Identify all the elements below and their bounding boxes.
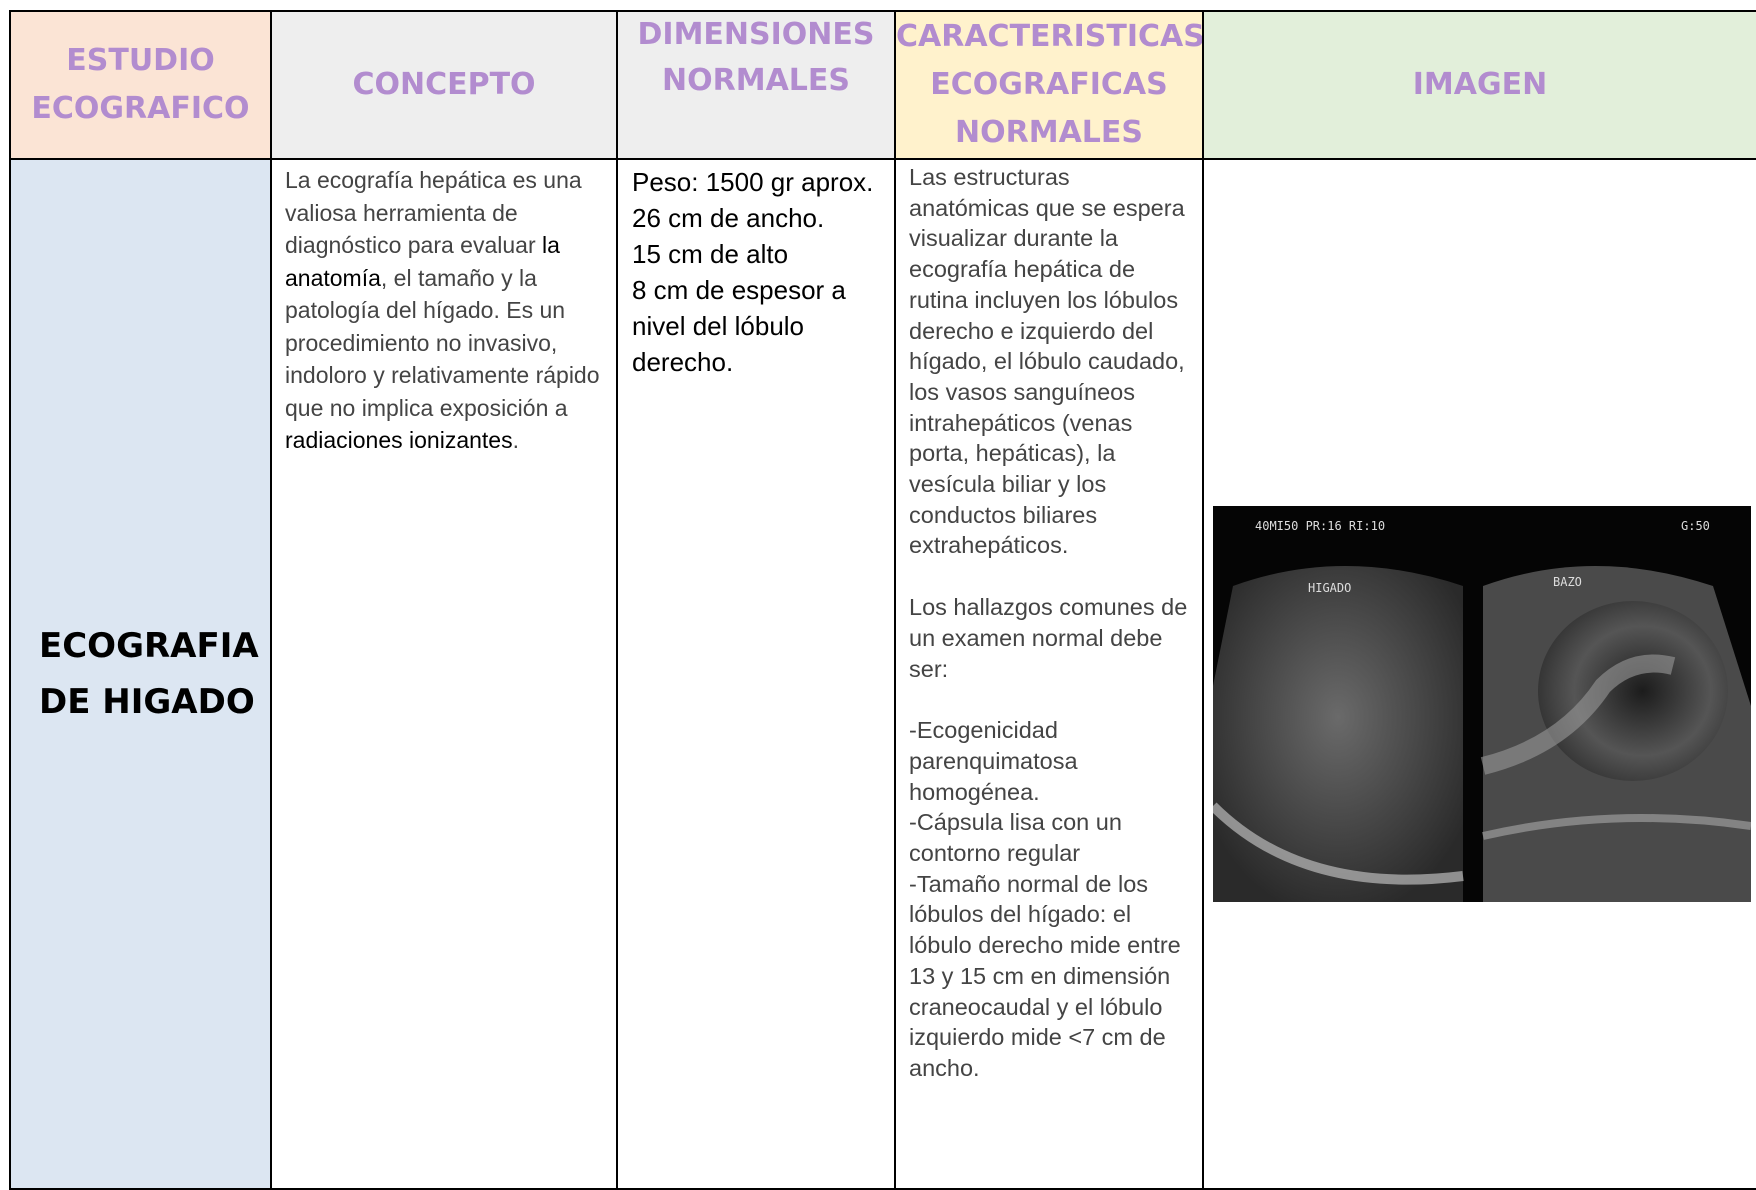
image-label: HIGADO xyxy=(1308,581,1351,595)
characteristics-line: Las estructuras anatómicas que se espera… xyxy=(909,164,1185,559)
dimension-line: 8 cm de espesor a nivel del lóbulo derec… xyxy=(632,275,846,377)
characteristics-paragraph: Las estructuras anatómicas que se espera… xyxy=(909,162,1196,561)
characteristics-line: -Ecogenicidad parenquimatosa homogénea. xyxy=(909,717,1078,805)
characteristics-cell: Las estructuras anatómicas que se espera… xyxy=(894,158,1204,1190)
image-label: 40MI50 PR:16 RI:10 xyxy=(1255,519,1385,533)
header-cell: IMAGEN xyxy=(1202,10,1756,160)
concept-cell: La ecografía hepática es una valiosa her… xyxy=(270,158,618,1190)
concept-text: , el tamaño y la patología del hígado. E… xyxy=(285,264,600,421)
concept-text: radiaciones ionizantes xyxy=(285,427,513,453)
header-cell: ESTUDIO ECOGRAFICO xyxy=(9,10,272,160)
characteristics-paragraph: -Ecogenicidad parenquimatosa homogénea. -… xyxy=(909,715,1196,1083)
ultrasound-image: 40MI50 PR:16 RI:10 G:50 HIGADO BAZO xyxy=(1213,506,1751,902)
concept-text: La ecografía hepática es una valiosa her… xyxy=(285,167,582,258)
dimensions-cell: Peso: 1500 gr aprox. 26 cm de ancho. 15 cm… xyxy=(616,158,896,1190)
characteristics-paragraph: Los hallazgos comunes de un examen norma… xyxy=(909,592,1196,684)
header-cell: CARACTERISTICAS ECOGRAFICAS NORMALES xyxy=(894,10,1204,160)
concept-text: . xyxy=(512,427,519,453)
study-table: ESTUDIO ECOGRAFICO CONCEPTO DIMENSIONES … xyxy=(9,10,1756,1190)
dimension-line: 26 cm de ancho. xyxy=(632,203,825,233)
header-cell: DIMENSIONES NORMALES xyxy=(616,10,896,160)
concept-text: la anatomía xyxy=(285,232,560,291)
image-label: G:50 xyxy=(1681,519,1710,533)
characteristics-line: -Cápsula lisa con un contorno regular xyxy=(909,809,1122,867)
dimension-line: 15 cm de alto xyxy=(632,239,789,269)
study-cell: ECOGRAFIA DE HIGADO xyxy=(9,158,272,1190)
dimension-line: Peso: 1500 gr aprox. xyxy=(632,167,874,197)
image-label: BAZO xyxy=(1553,575,1582,589)
header-row: ESTUDIO ECOGRAFICO CONCEPTO DIMENSIONES … xyxy=(9,10,1756,160)
image-cell: 40MI50 PR:16 RI:10 G:50 HIGADO BAZO xyxy=(1202,158,1756,1190)
characteristics-line: Los hallazgos comunes de un examen norma… xyxy=(909,594,1188,682)
characteristics-line: -Tamaño normal de los lóbulos del hígado… xyxy=(909,870,1181,1081)
body-row: ECOGRAFIA DE HIGADO La ecografía hepátic… xyxy=(9,158,1756,1190)
header-cell: CONCEPTO xyxy=(270,10,618,160)
